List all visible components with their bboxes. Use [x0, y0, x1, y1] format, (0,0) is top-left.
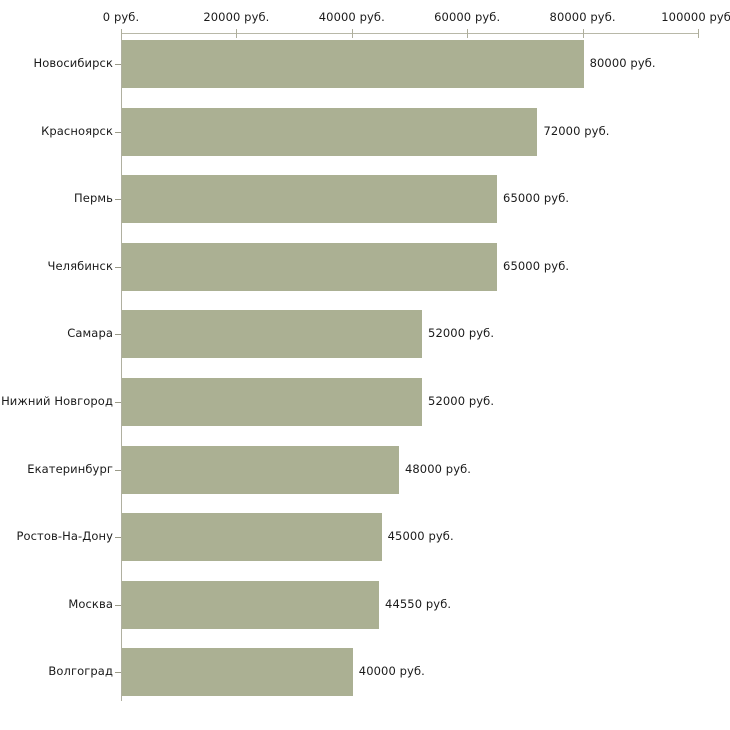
bar[interactable] — [122, 580, 380, 629]
bar-value-label: 44550 руб. — [385, 596, 452, 611]
y-axis-line — [121, 33, 122, 701]
category-label: Красноярск — [0, 124, 113, 140]
category-label: Волгоград — [0, 664, 113, 680]
y-axis-tick — [115, 537, 121, 539]
category-label-text: Москва — [68, 596, 113, 611]
bar[interactable] — [122, 445, 399, 494]
category-label-text: Екатеринбург — [27, 461, 113, 476]
x-axis-line — [121, 33, 698, 34]
bar[interactable] — [122, 107, 538, 156]
x-axis-tick — [467, 29, 469, 38]
category-label-text: Волгоград — [48, 664, 113, 679]
y-axis-tick — [115, 131, 121, 133]
category-label-text: Ростов-На-Дону — [16, 529, 113, 544]
bar-value-label: 52000 руб. — [428, 394, 495, 408]
x-axis-tick-label: 60000 руб. — [434, 10, 501, 24]
x-axis-tick — [351, 29, 353, 38]
category-label: Пермь — [0, 191, 113, 207]
y-axis-tick — [115, 469, 121, 471]
bar-value-label: 48000 руб. — [404, 461, 472, 476]
bar[interactable] — [122, 378, 423, 426]
bar-value-label: 45000 руб. — [387, 529, 454, 544]
bar[interactable] — [122, 513, 382, 562]
category-label-text: Самара — [67, 326, 113, 341]
y-axis-tick — [115, 266, 121, 268]
x-axis-tick — [121, 29, 122, 38]
category-label-text: Красноярск — [41, 123, 113, 138]
bar[interactable] — [122, 242, 498, 291]
category-label-text: Пермь — [74, 191, 113, 206]
category-label: Ростов-На-Дону — [0, 529, 113, 545]
x-axis-tick-label: 20000 руб. — [203, 10, 270, 24]
bar-value-label: 65000 руб. — [503, 191, 570, 206]
bar[interactable] — [122, 648, 353, 697]
category-label: Нижний Новгород — [0, 394, 113, 410]
bar-value-label: 80000 руб. — [589, 56, 656, 70]
bar[interactable] — [122, 310, 423, 359]
bar-value-label: 72000 руб. — [543, 123, 610, 138]
category-label-text: Нижний Новгород — [1, 394, 113, 408]
bar[interactable] — [122, 175, 498, 224]
category-label: Екатеринбург — [0, 462, 113, 478]
y-axis-tick — [115, 64, 121, 65]
x-axis-tick — [236, 29, 238, 38]
x-axis-tick-label: 100000 руб. — [661, 10, 730, 24]
bar[interactable] — [122, 40, 584, 88]
bar-value-label: 40000 руб. — [358, 664, 425, 679]
category-label: Москва — [0, 597, 113, 613]
y-axis-tick — [115, 334, 121, 336]
category-label-text: Челябинск — [47, 258, 113, 273]
y-axis-tick — [115, 199, 121, 201]
category-label-text: Новосибирск — [33, 56, 113, 70]
x-axis-tick-label: 80000 руб. — [549, 10, 616, 24]
x-axis-tick-label: 40000 руб. — [318, 10, 385, 24]
category-label: Самара — [0, 326, 113, 342]
bar-value-label: 52000 руб. — [428, 326, 495, 341]
x-axis-tick — [698, 29, 699, 38]
x-axis-tick-label: 0 руб. — [102, 10, 140, 24]
bar-value-label: 65000 руб. — [503, 258, 570, 273]
category-label: Челябинск — [0, 259, 113, 275]
category-label: Новосибирск — [0, 56, 113, 72]
x-axis-tick — [582, 29, 584, 38]
y-axis-tick — [115, 604, 121, 606]
y-axis-tick — [115, 672, 121, 674]
y-axis-tick — [115, 402, 121, 403]
